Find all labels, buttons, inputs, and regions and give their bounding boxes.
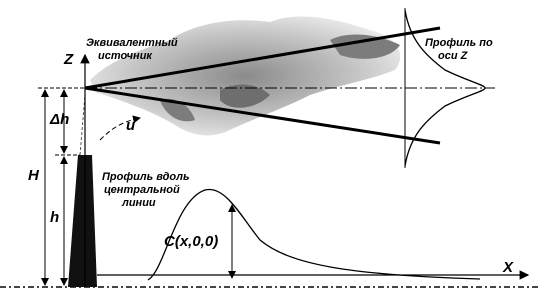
plume-diagram: Эквивалентныйисточник Профиль пооси Z Пр…	[0, 0, 539, 302]
h-label: h	[50, 209, 59, 226]
concentration-label: C(x,0,0)	[164, 233, 218, 250]
H-label: H	[28, 167, 40, 184]
stack	[68, 155, 97, 287]
z-label: Z	[63, 51, 74, 68]
wind-label: u	[126, 117, 135, 134]
smoke-plume	[90, 17, 400, 136]
x-label: X	[502, 259, 514, 276]
delta-h-label: Δh	[49, 111, 69, 128]
plume-rise	[80, 95, 85, 155]
